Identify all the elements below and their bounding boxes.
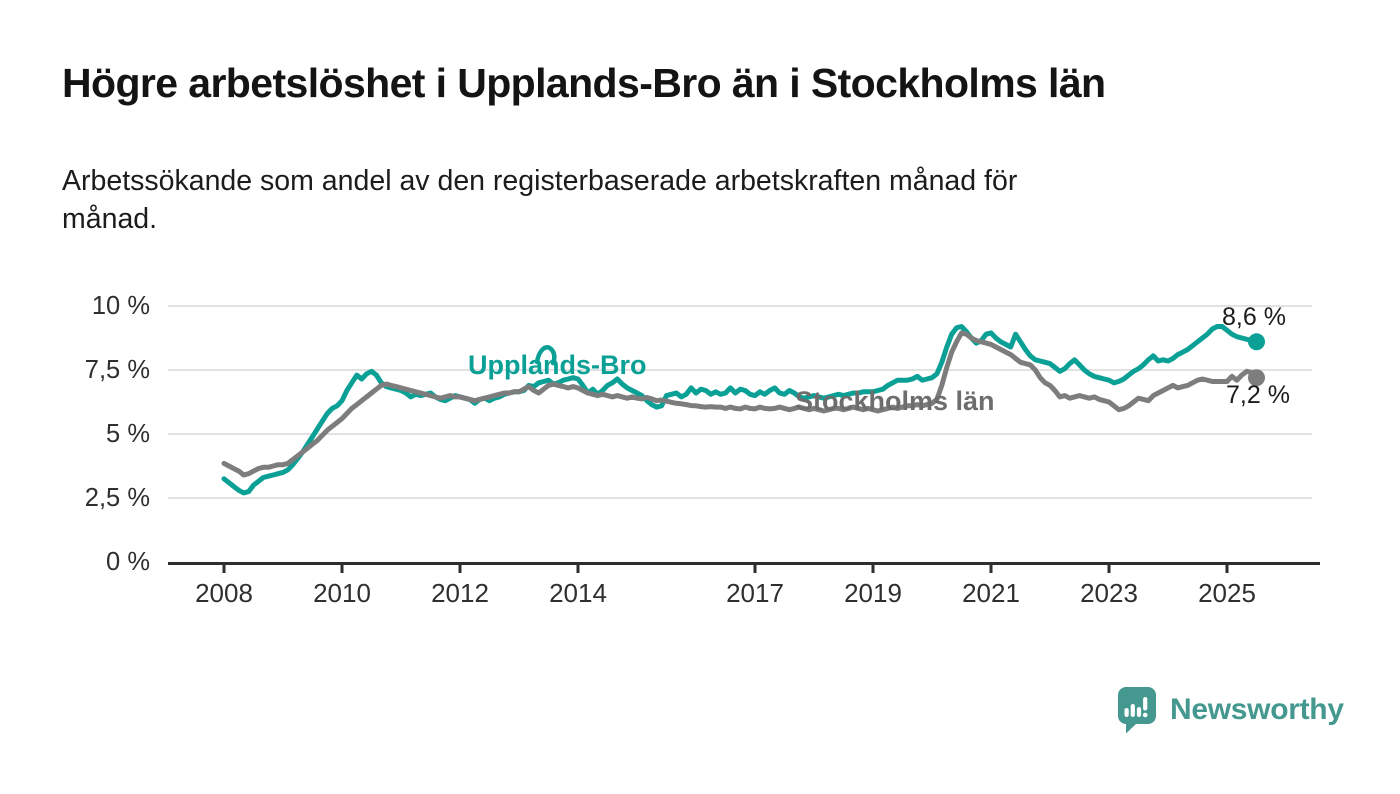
newsworthy-logo-icon xyxy=(1118,687,1156,734)
end-value-upplands-bro: 8,6 % xyxy=(1222,303,1286,331)
x-axis-label: 2025 xyxy=(1198,578,1256,608)
series-line-0 xyxy=(221,324,1259,496)
x-axis-label: 2008 xyxy=(195,578,253,608)
x-axis: 2008 2010 2012 2014 2017 2019 2021 2023 2025 xyxy=(0,578,1400,618)
x-axis-label: 2012 xyxy=(431,578,489,608)
x-axis-label: 2023 xyxy=(1080,578,1138,608)
y-axis-label: 10 % xyxy=(91,292,150,320)
x-axis-label: 2017 xyxy=(726,578,784,608)
x-axis-label: 2021 xyxy=(962,578,1020,608)
chart-subtitle: Arbetssökande som andel av den registerb… xyxy=(62,165,1018,236)
newsworthy-logo: Newsworthy xyxy=(1116,686,1344,734)
y-axis-label: 0 % xyxy=(106,548,150,576)
x-axis-label: 2010 xyxy=(313,578,371,608)
newsworthy-wordmark: Newsworthy xyxy=(1170,693,1344,726)
series-line-1 xyxy=(221,330,1259,478)
y-axis-label: 2,5 % xyxy=(84,484,150,512)
series-end-dot-1 xyxy=(1248,369,1265,387)
x-axis-label: 2019 xyxy=(844,578,902,608)
series-label-upplands-bro: Upplands-Bro xyxy=(468,350,647,380)
end-value-stockholms-lan: 7,2 % xyxy=(1226,381,1290,409)
y-axis-label: 5 % xyxy=(106,420,150,448)
x-axis-label: 2014 xyxy=(549,578,607,608)
series-label-stockholms-lan: Stockholms län xyxy=(795,386,995,416)
y-axis: 0 % 2,5 % 5 % 7,5 % 10 % xyxy=(0,0,150,650)
label-pointer-icon xyxy=(534,345,557,366)
y-axis-label: 7,5 % xyxy=(84,356,150,384)
page-title: Högre arbetslöshet i Upplands-Bro än i S… xyxy=(62,60,1106,106)
series-end-dot-0 xyxy=(1248,333,1265,351)
